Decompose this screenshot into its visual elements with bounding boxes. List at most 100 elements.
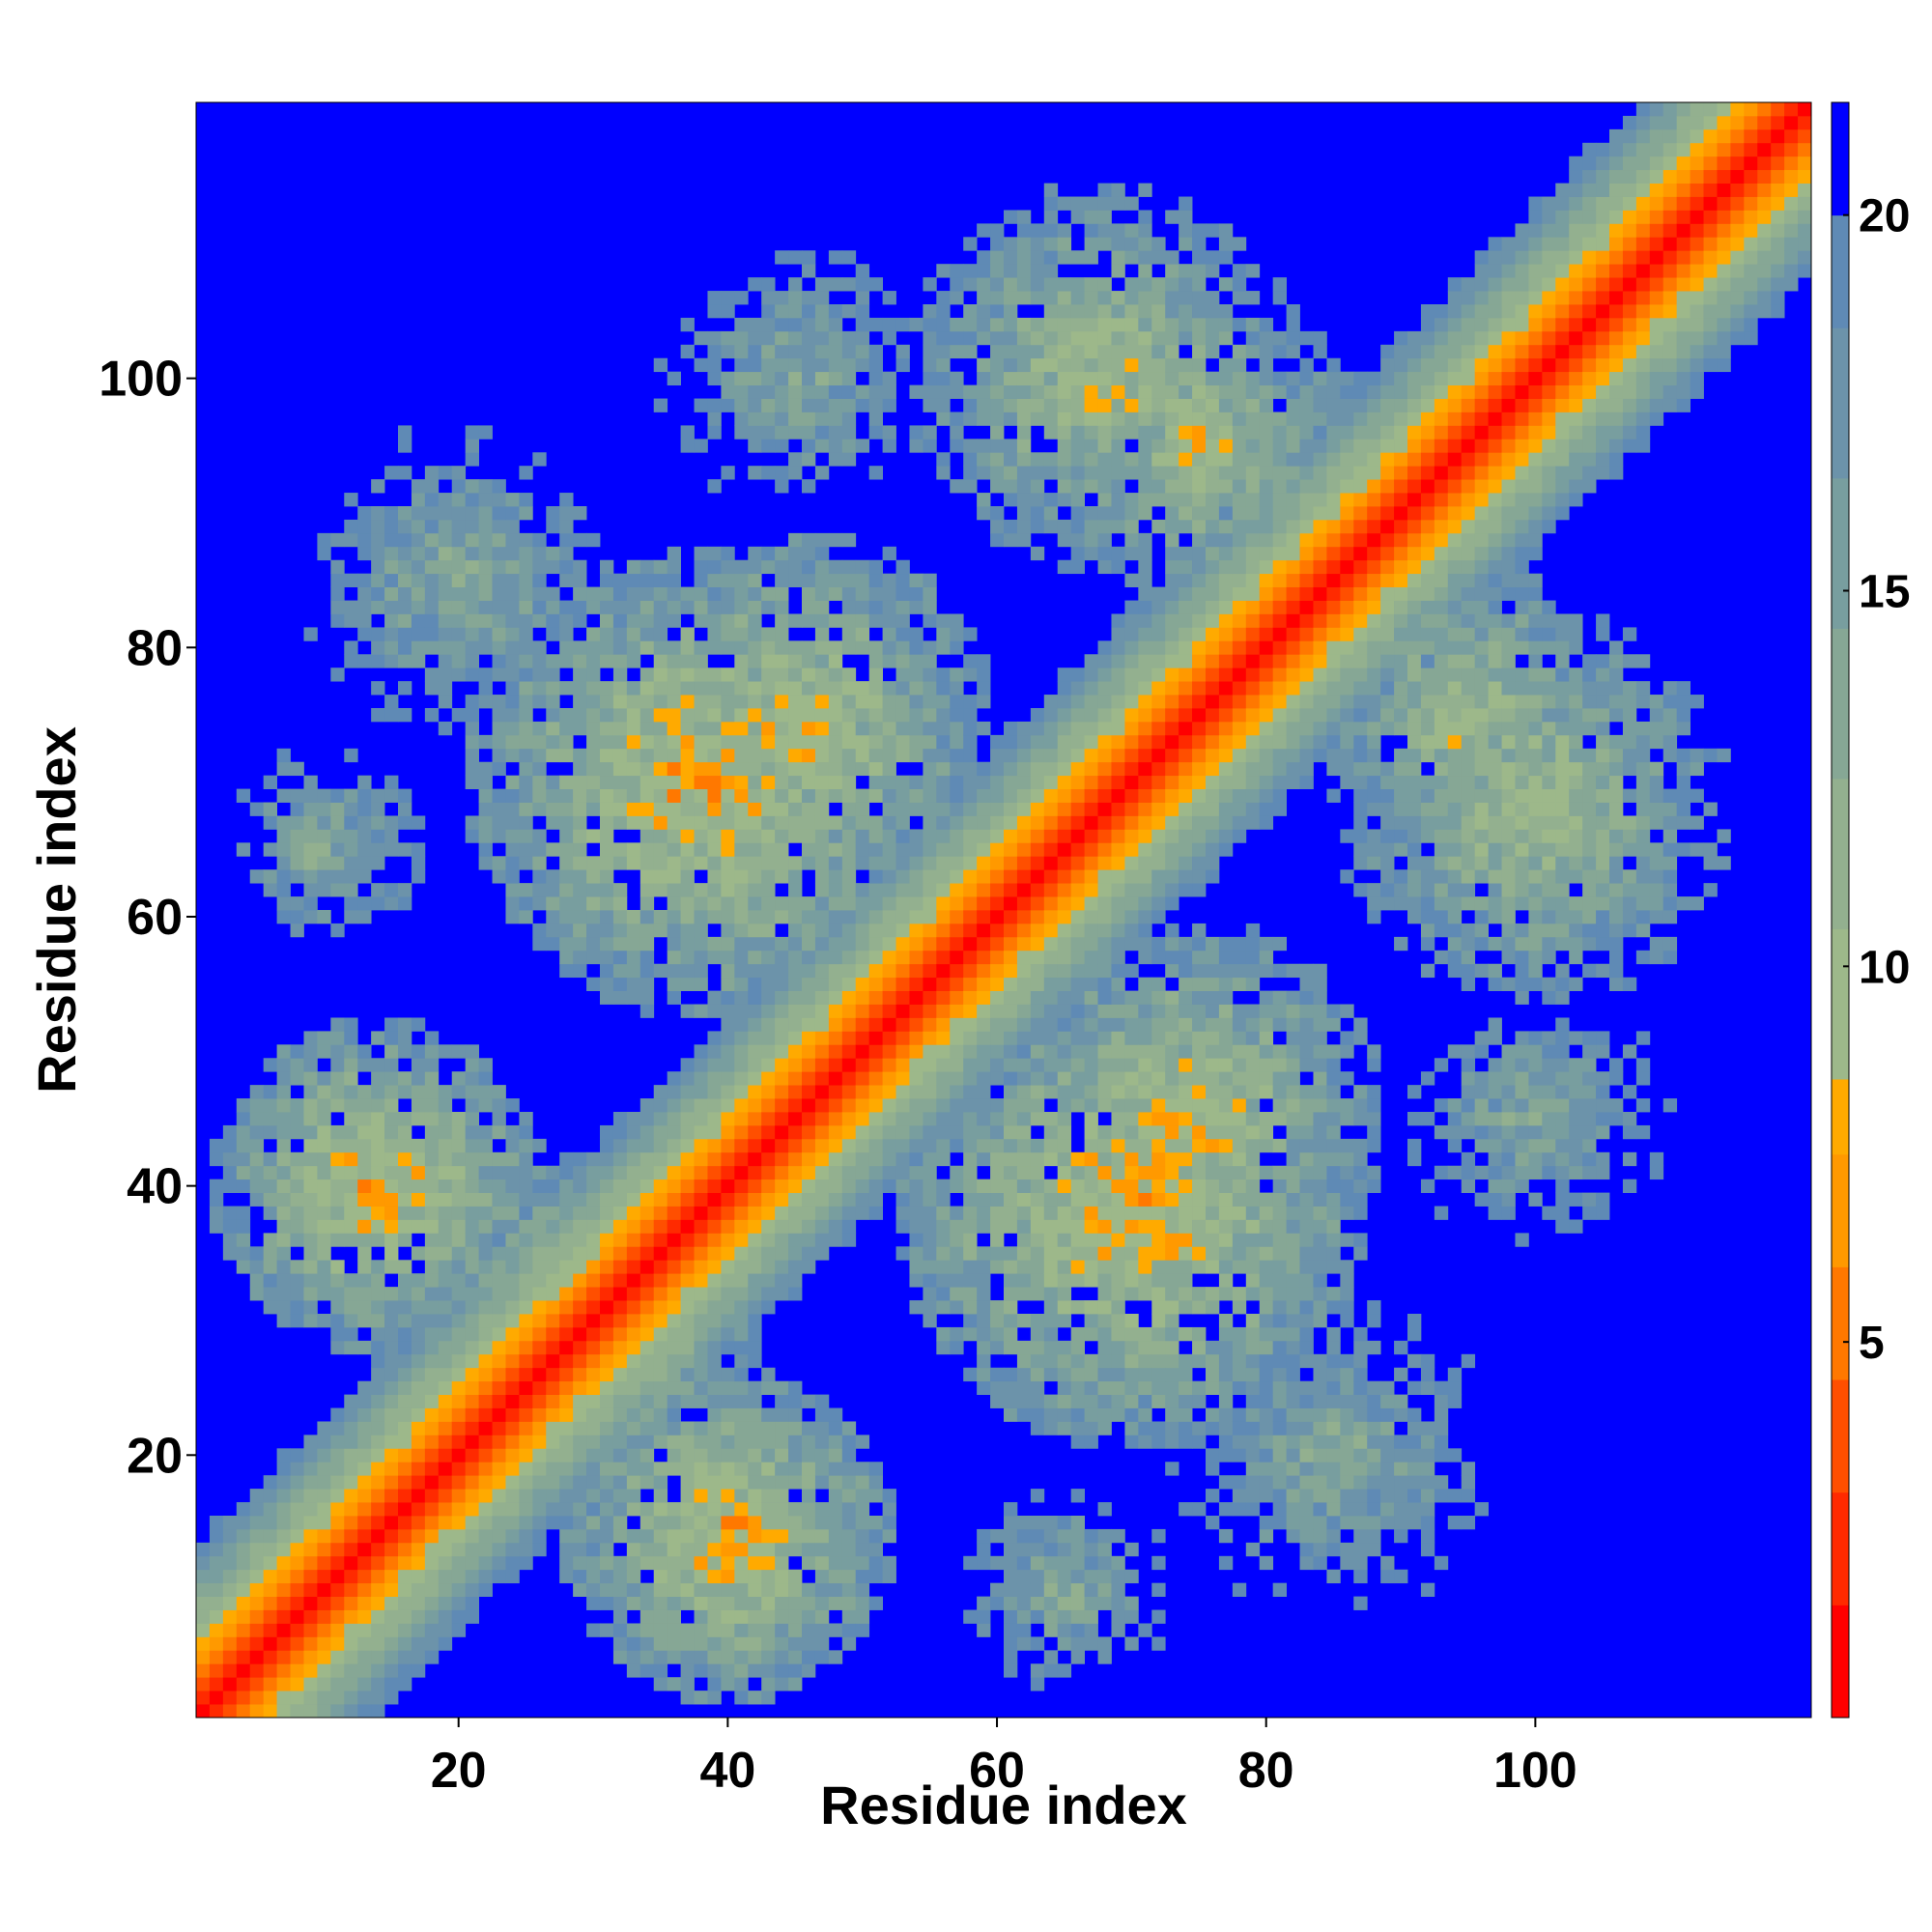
heatmap-cell (398, 1192, 412, 1207)
heatmap-cell (802, 1475, 816, 1490)
heatmap-cell (1030, 1031, 1045, 1045)
heatmap-cell (465, 1058, 479, 1072)
heatmap-cell (330, 586, 345, 601)
heatmap-cell (478, 1314, 493, 1328)
heatmap-cell (855, 291, 870, 305)
heatmap-cell (828, 1421, 843, 1435)
heatmap-cell (707, 344, 722, 359)
heatmap-cell (1057, 1124, 1072, 1140)
heatmap-cell (344, 1192, 358, 1207)
heatmap-cell (950, 613, 964, 628)
heatmap-cell (721, 1569, 735, 1584)
heatmap-cell (721, 1300, 735, 1315)
heatmap-cell (626, 1448, 641, 1463)
heatmap-cell (734, 1340, 749, 1355)
heatmap-cell (276, 1112, 291, 1126)
heatmap-cell (950, 668, 964, 682)
heatmap-cell (841, 1192, 857, 1207)
heatmap-cell (451, 600, 467, 614)
heatmap-cell (612, 1206, 628, 1220)
heatmap-cell (721, 600, 735, 614)
heatmap-cell (612, 1287, 628, 1301)
heatmap-cell (841, 668, 857, 682)
heatmap-cell (895, 586, 910, 601)
heatmap-cell (546, 613, 560, 628)
heatmap-cell (923, 1151, 937, 1167)
heatmap-cell (667, 1636, 681, 1651)
heatmap-cell (559, 1219, 574, 1234)
heatmap-cell (748, 1502, 762, 1517)
heatmap-cell (653, 1502, 668, 1517)
heatmap-cell (909, 1112, 923, 1126)
heatmap-cell (478, 1516, 493, 1530)
heatmap-cell (1084, 1582, 1098, 1597)
heatmap-cell (398, 1582, 412, 1597)
heatmap-cell (802, 613, 816, 628)
heatmap-cell (653, 1475, 668, 1490)
heatmap-cell (868, 815, 883, 830)
heatmap-cell (923, 977, 937, 991)
heatmap-cell (290, 1475, 304, 1490)
heatmap-cell (936, 384, 951, 399)
heatmap-cell (936, 788, 951, 803)
heatmap-cell (775, 950, 789, 965)
heatmap-cell (1111, 654, 1125, 668)
heatmap-cell (775, 1017, 789, 1032)
heatmap-cell (371, 1582, 385, 1597)
heatmap-cell (1030, 1596, 1045, 1610)
heatmap-cell (1030, 1542, 1045, 1557)
heatmap-cell (667, 1219, 681, 1234)
heatmap-cell (492, 1206, 506, 1220)
heatmap-cell (734, 291, 749, 305)
heatmap-cell (936, 640, 951, 655)
heatmap-cell (626, 923, 641, 938)
heatmap-cell (357, 1435, 372, 1449)
heatmap-cell (761, 1233, 776, 1247)
heatmap-cell (411, 546, 426, 561)
heatmap-cell (303, 1704, 318, 1719)
heatmap-cell (882, 1179, 896, 1193)
heatmap-cell (398, 1367, 412, 1382)
heatmap-cell (1084, 668, 1098, 682)
heatmap-cell (1004, 910, 1018, 924)
heatmap-cell (505, 1260, 520, 1274)
heatmap-cell (357, 1219, 372, 1234)
heatmap-cell (1057, 1367, 1072, 1382)
heatmap-cell (573, 586, 587, 601)
heatmap-cell (814, 1179, 830, 1193)
heatmap-cell (748, 1151, 762, 1167)
heatmap-cell (465, 1394, 479, 1408)
heatmap-cell (1138, 1380, 1152, 1395)
heatmap-cell (357, 573, 372, 587)
heatmap-cell (990, 1138, 1005, 1153)
heatmap-cell (1124, 883, 1139, 897)
heatmap-cell (1043, 1555, 1059, 1571)
heatmap-cell (734, 1219, 749, 1234)
heatmap-cell (1030, 479, 1045, 494)
heatmap-cell (694, 1435, 708, 1449)
heatmap-cell (1043, 734, 1059, 750)
heatmap-cell (478, 788, 493, 803)
heatmap-cell (1084, 1353, 1098, 1369)
heatmap-cell (612, 708, 628, 723)
heatmap-cell (923, 802, 937, 816)
heatmap-cell (438, 506, 453, 521)
heatmap-cell (653, 1219, 668, 1234)
heatmap-cell (330, 1058, 345, 1072)
heatmap-cell (639, 1233, 655, 1247)
heatmap-cell (600, 640, 614, 655)
heatmap-cell (559, 1421, 574, 1435)
heatmap-cell (330, 1462, 345, 1476)
heatmap-cell (761, 883, 776, 897)
heatmap-cell (748, 1314, 762, 1328)
heatmap-cell (586, 1179, 601, 1193)
heatmap-cell (680, 802, 695, 816)
heatmap-cell (814, 466, 830, 480)
heatmap-cell (505, 695, 520, 709)
heatmap-cell (761, 1421, 776, 1435)
heatmap-cell (1004, 883, 1018, 897)
heatmap-cell (451, 1353, 467, 1369)
heatmap-cell (357, 1151, 372, 1167)
heatmap-cell (1030, 748, 1045, 763)
heatmap-cell (882, 936, 896, 952)
